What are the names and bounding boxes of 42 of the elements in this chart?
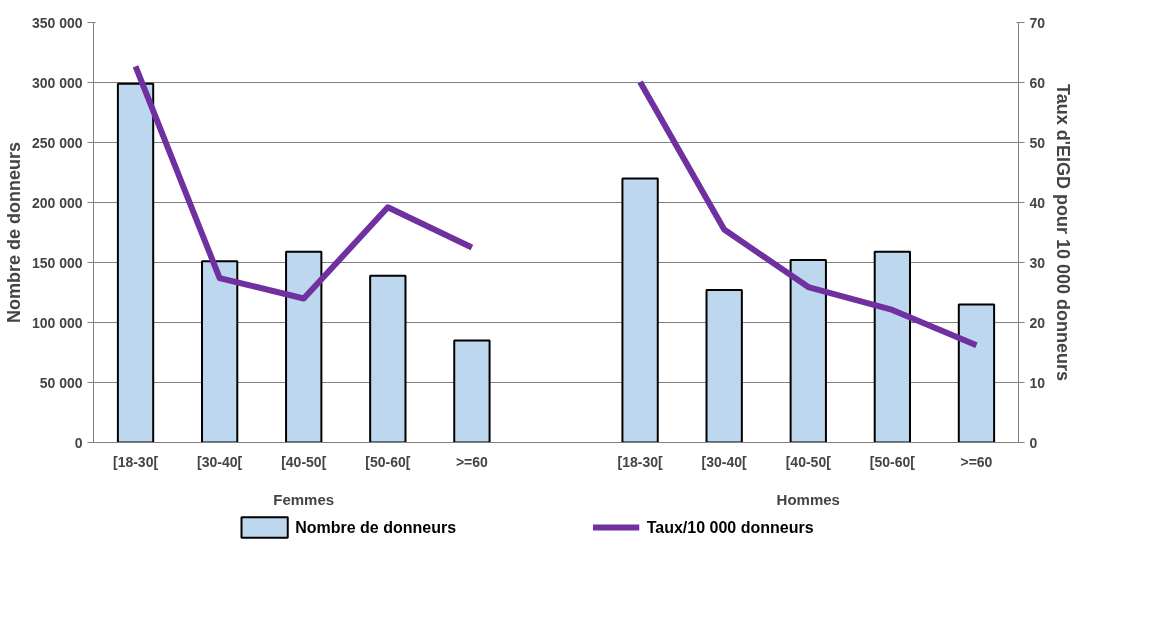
bar [705,289,743,443]
x-tick-label: [40-50[ [785,453,832,470]
bar [621,177,659,443]
y2-tick-label: 50 [1029,134,1046,151]
y-tick-label: 200 000 [31,194,83,211]
text: Femmes [273,490,335,508]
x-tick-label: >=60 [455,453,489,470]
x-tick-label: [18-30[ [617,453,663,470]
x-tick-label: [18-30[ [112,453,159,470]
y2-tick-label: 70 [1029,14,1046,31]
bar [873,250,912,443]
y-tick-label: 150 000 [31,254,83,271]
bar [285,250,323,443]
x-tick-label: >=60 [960,453,993,470]
y-tick-label: 250 000 [31,134,83,151]
legend-label: Nombre de donneurs [295,519,457,536]
legend-label: Taux/10 000 donneurs [646,519,814,536]
text: Hommes [776,490,840,508]
x-tick-label: [40-50[ [281,453,327,470]
bar [200,260,239,443]
y2-tick-label: 10 [1029,374,1046,391]
x-tick-label: [30-40[ [197,453,243,470]
y2-axis-title: Taux d'EIGD pour 10 000 donneurs [1053,84,1074,382]
bar [453,339,491,443]
bar [789,259,827,443]
y2-tick-label: 60 [1029,74,1046,91]
y-axis-title: Nombre de donneurs [3,141,24,324]
y-tick-label: 0 [74,434,83,451]
bar [116,82,155,443]
y-tick-label: 50 000 [39,374,83,391]
y-tick-label: 350 000 [31,14,83,31]
bar [957,303,996,443]
y2-tick-label: 0 [1029,434,1038,451]
y2-tick-label: 20 [1029,314,1046,331]
bar [369,274,407,443]
y2-tick-label: 40 [1029,194,1046,211]
y2-tick-label: 30 [1029,254,1046,271]
y-tick-label: 300 000 [31,74,83,91]
y-tick-label: 100 000 [31,314,83,331]
x-tick-label: [50-60[ [869,453,916,470]
x-tick-label: [50-60[ [365,453,411,470]
x-tick-label: [30-40[ [701,453,748,470]
